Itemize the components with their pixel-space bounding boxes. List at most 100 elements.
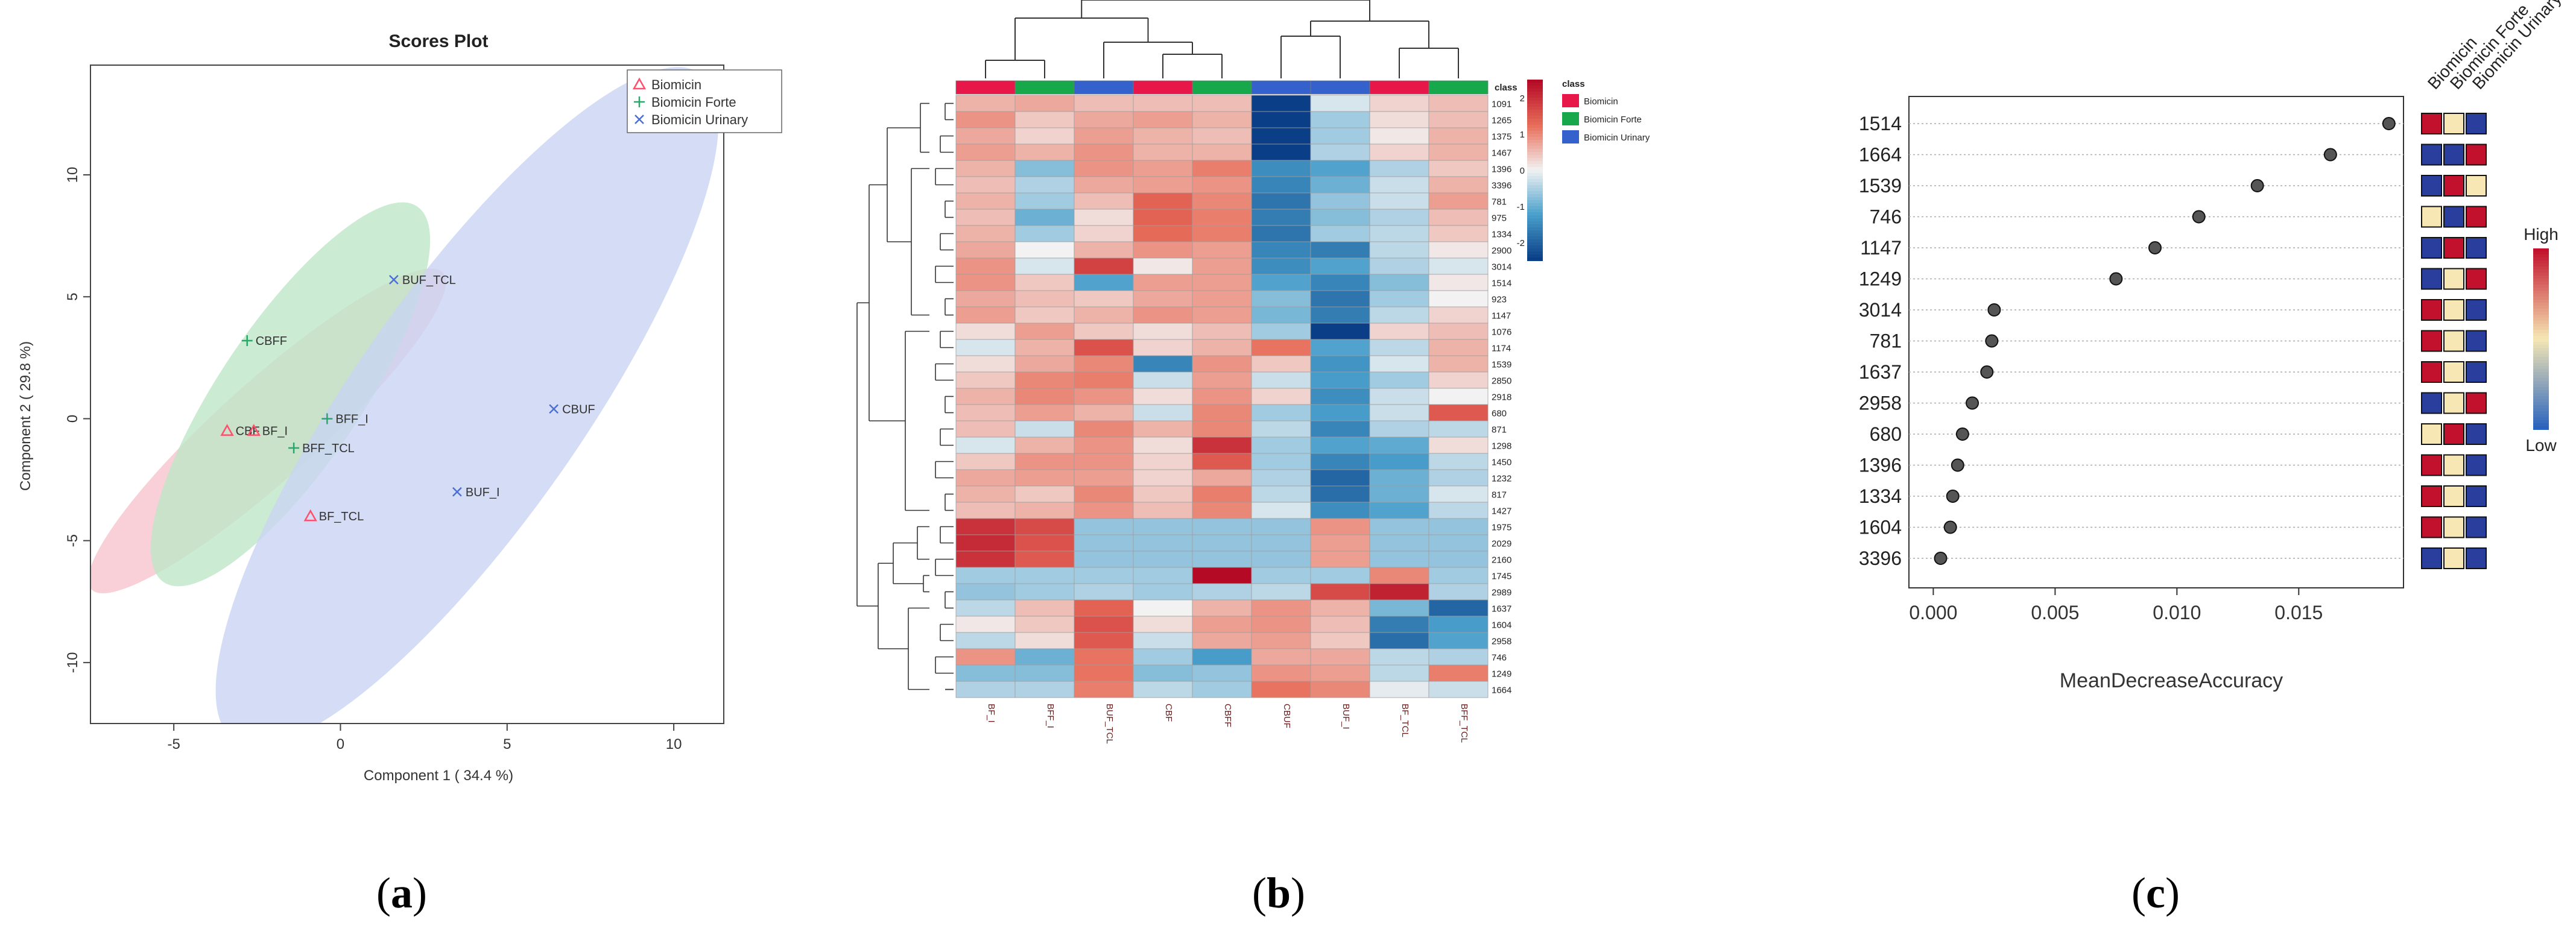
heatmap-cell [1251, 111, 1311, 128]
heatmap-cell [1428, 355, 1489, 373]
colorbar-swatch [2533, 248, 2549, 252]
heatmap-cell [1133, 469, 1193, 487]
heatmap-cell [1014, 355, 1075, 373]
heatmap-cell [955, 485, 1016, 503]
column-label: BUF_TCL [1104, 704, 1115, 744]
scale-swatch [1527, 185, 1543, 189]
row-label: 1265 [1492, 116, 1511, 126]
heatmap-cell [1310, 257, 1370, 275]
heatmap-cell [1369, 176, 1429, 194]
legend-label: Biomicin [1584, 96, 1618, 107]
heatmap-cell [1074, 209, 1134, 226]
scale-swatch [1527, 221, 1543, 225]
class-annotation-cell [1074, 80, 1134, 95]
plot-frame [90, 65, 724, 724]
chart-title: Scores Plot [388, 31, 488, 51]
heatmap-cell [1074, 453, 1134, 470]
importance-point [1980, 365, 1994, 379]
heatmap-cell [1074, 241, 1134, 259]
colorbar-swatch [2533, 279, 2549, 282]
row-label: 1664 [1492, 686, 1511, 696]
heatmap-cell [1251, 404, 1311, 421]
legend-title: class [1562, 79, 1585, 89]
heatmap-cell [1014, 485, 1075, 503]
heatmap-cell [1074, 290, 1134, 307]
colorbar-swatch [2533, 330, 2549, 333]
colorbar-swatch [2533, 309, 2549, 312]
colorbar-swatch [2533, 260, 2549, 264]
heatmap-cell [1251, 583, 1311, 601]
heatmap-cell [1192, 599, 1252, 617]
heatmap-cell [1428, 420, 1489, 438]
feature-label: 1664 [1859, 144, 1902, 166]
group-level-cell [2443, 299, 2464, 321]
heatmap-cell [1014, 437, 1075, 454]
importance-point [1951, 458, 1964, 472]
heatmap-cell [1133, 257, 1193, 275]
heatmap-cell [1014, 567, 1075, 584]
heatmap-cell [955, 681, 1016, 698]
heatmap-cell [1310, 176, 1370, 194]
heatmap-cell [1074, 95, 1134, 112]
heatmap-cell [1192, 583, 1252, 601]
heatmap-cell [1310, 388, 1370, 405]
heatmap-cell [955, 404, 1016, 421]
colorbar-swatch [2533, 357, 2549, 361]
importance-point [2109, 272, 2123, 286]
heatmap-cell [1074, 160, 1134, 177]
heatmap-cell [1014, 616, 1075, 633]
group-level-cell [2466, 485, 2487, 507]
heatmap-cell [1014, 95, 1075, 112]
colorbar-swatch [2533, 399, 2549, 403]
caption-letter: a [390, 869, 413, 917]
feature-label: 1539 [1859, 175, 1902, 197]
heatmap-cell [1251, 176, 1311, 194]
y-tick-label: -5 [65, 534, 81, 547]
colorbar-swatch [2533, 366, 2549, 370]
heatmap-cell [1428, 648, 1489, 666]
group-level-cell [2466, 330, 2487, 352]
heatmap-cell [1014, 306, 1075, 324]
scale-tick-label: -1 [1517, 202, 1525, 212]
heatmap-cell [1428, 485, 1489, 503]
heatmap-cell [1192, 567, 1252, 584]
x-axis-label: Component 1 ( 34.4 %) [364, 768, 513, 784]
heatmap-cell [1192, 355, 1252, 373]
heatmap-cell [1074, 339, 1134, 356]
group-level-cell [2443, 547, 2464, 569]
heatmap-cell [1251, 306, 1311, 324]
point-marker-plus [321, 413, 333, 424]
row-label: 1637 [1492, 604, 1511, 614]
legend-swatch [1562, 130, 1579, 143]
point-label: BF_I [262, 425, 288, 438]
heatmap-cell [955, 274, 1016, 291]
group-level-cell [2466, 237, 2487, 259]
heatmap-cell [1251, 469, 1311, 487]
heatmap-cell [1074, 225, 1134, 242]
heatmap-cell [1014, 290, 1075, 307]
heatmap-cell [955, 257, 1016, 275]
group-level-cell [2466, 268, 2487, 290]
colorbar-swatch [2533, 270, 2549, 273]
heatmap-cell [1310, 111, 1370, 128]
importance-point [1946, 490, 1960, 503]
heatmap-cell [1310, 339, 1370, 356]
column-label: BF_TCL [1400, 704, 1410, 737]
heatmap-cell [1251, 241, 1311, 259]
heatmap-cell [1251, 355, 1311, 373]
heatmap-cell [1074, 127, 1134, 145]
scale-swatch [1527, 80, 1543, 83]
class-annotation-cell [1251, 80, 1311, 95]
colorbar-swatch [2533, 393, 2549, 397]
heatmap-cell [1310, 632, 1370, 649]
row-label: 2850 [1492, 376, 1511, 386]
scale-swatch [1527, 95, 1543, 98]
heatmap-cell [1428, 681, 1489, 698]
heatmap-cell [1014, 209, 1075, 226]
heatmap-cell [1428, 550, 1489, 568]
caption-open: ( [1252, 869, 1267, 917]
heatmap-cell [1428, 306, 1489, 324]
heatmap-cell [1192, 469, 1252, 487]
heatmap-cell [955, 143, 1016, 161]
row-label: 1450 [1492, 458, 1511, 468]
